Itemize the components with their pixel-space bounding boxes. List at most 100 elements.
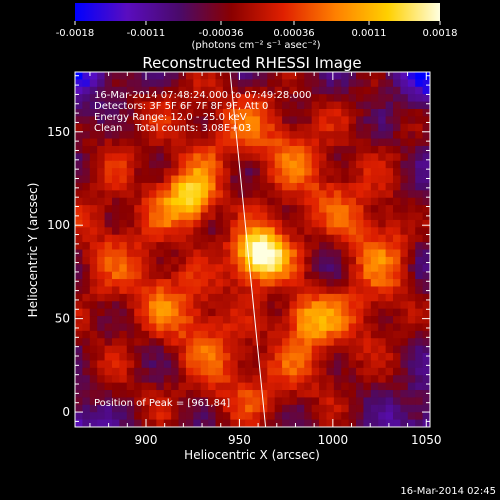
heatmap-cell	[326, 94, 335, 102]
heatmap-cell	[82, 190, 91, 199]
heatmap-cell	[215, 293, 224, 302]
heatmap-cell	[97, 256, 105, 265]
heatmap-cell	[126, 390, 135, 398]
heatmap-cell	[348, 205, 357, 213]
heatmap-cell	[296, 212, 305, 221]
heatmap-cell	[422, 301, 430, 310]
heatmap-cell	[422, 375, 430, 384]
heatmap-cell	[415, 131, 424, 139]
heatmap-cell	[296, 249, 305, 258]
heatmap-cell	[141, 360, 150, 369]
heatmap-cell	[111, 160, 120, 169]
heatmap-cell	[415, 79, 424, 88]
heatmap-cell	[393, 293, 401, 302]
heatmap-cell	[370, 353, 379, 361]
heatmap-cell	[230, 397, 239, 406]
heatmap-cell	[282, 330, 290, 339]
heatmap-cell	[422, 397, 430, 406]
heatmap-cell	[215, 390, 224, 398]
heatmap-cell	[222, 168, 231, 176]
heatmap-cell	[296, 138, 305, 147]
heatmap-cell	[267, 86, 276, 95]
heatmap-cell	[82, 123, 91, 132]
heatmap-cell	[163, 153, 172, 162]
heatmap-cell	[119, 404, 128, 413]
heatmap-cell	[289, 330, 298, 339]
heatmap-cell	[89, 212, 98, 221]
heatmap-cell	[119, 249, 128, 258]
heatmap-cell	[296, 123, 305, 132]
heatmap-cell	[400, 86, 409, 95]
heatmap-cell	[267, 279, 276, 287]
heatmap-cell	[385, 131, 394, 139]
heatmap-cell	[171, 101, 179, 110]
heatmap-cell	[289, 160, 298, 169]
heatmap-cell	[252, 212, 261, 221]
heatmap-cell	[252, 123, 261, 132]
heatmap-cell	[333, 205, 342, 213]
heatmap-cell	[222, 249, 231, 258]
heatmap-cell	[185, 286, 194, 295]
heatmap-cell	[259, 271, 268, 280]
heatmap-cell	[319, 397, 327, 406]
heatmap-cell	[148, 242, 157, 250]
heatmap-cell	[407, 264, 416, 273]
heatmap-cell	[200, 412, 209, 421]
heatmap-cell	[230, 419, 239, 427]
heatmap-cell	[252, 345, 261, 354]
heatmap-cell	[89, 419, 98, 427]
heatmap-cell	[111, 182, 120, 191]
heatmap-cell	[422, 131, 430, 139]
heatmap-cell	[356, 168, 364, 176]
peak-position-label: Position of Peak = [961,84]	[94, 398, 230, 409]
heatmap-cell	[341, 308, 350, 317]
heatmap-cell	[296, 227, 305, 236]
heatmap-cell	[97, 190, 105, 199]
y-tick-label: 150	[47, 125, 70, 139]
heatmap-cell	[178, 175, 187, 184]
heatmap-cell	[111, 242, 120, 250]
heatmap-cell	[185, 212, 194, 221]
heatmap-cell	[208, 293, 216, 302]
heatmap-cell	[245, 234, 253, 243]
heatmap-cell	[385, 116, 394, 125]
heatmap-cell	[393, 219, 401, 228]
heatmap-cell	[148, 308, 157, 317]
heatmap-cell	[111, 293, 120, 302]
heatmap-cell	[148, 338, 157, 347]
heatmap-cell	[82, 308, 91, 317]
heatmap-cell	[163, 308, 172, 317]
heatmap-cell	[82, 338, 91, 347]
heatmap-cell	[415, 308, 424, 317]
heatmap-cell	[82, 131, 91, 139]
heatmap-cell	[259, 160, 268, 169]
x-tick-label: 1050	[411, 433, 442, 447]
heatmap-cell	[370, 197, 379, 206]
heatmap-cell	[193, 86, 202, 95]
heatmap-cell	[230, 404, 239, 413]
heatmap-cell	[319, 308, 327, 317]
heatmap-cell	[363, 205, 372, 213]
heatmap-cell	[407, 256, 416, 265]
heatmap-cell	[200, 101, 209, 110]
heatmap-cell	[82, 160, 91, 169]
heatmap-cell	[245, 249, 253, 258]
heatmap-cell	[185, 182, 194, 191]
heatmap-cell	[296, 360, 305, 369]
heatmap-cell	[422, 101, 430, 110]
heatmap-cell	[326, 279, 335, 287]
heatmap-cell	[82, 345, 91, 354]
heatmap-cell	[341, 293, 350, 302]
heatmap-cell	[111, 330, 120, 339]
heatmap-cell	[282, 101, 290, 110]
heatmap-cell	[156, 131, 165, 139]
heatmap-cell	[422, 367, 430, 376]
heatmap-cell	[400, 153, 409, 162]
heatmap-cell	[378, 412, 387, 421]
heatmap-cell	[215, 345, 224, 354]
heatmap-cell	[415, 116, 424, 125]
heatmap-cell	[208, 271, 216, 280]
heatmap-cell	[193, 242, 202, 250]
heatmap-cell	[311, 190, 320, 199]
heatmap-cell	[163, 205, 172, 213]
